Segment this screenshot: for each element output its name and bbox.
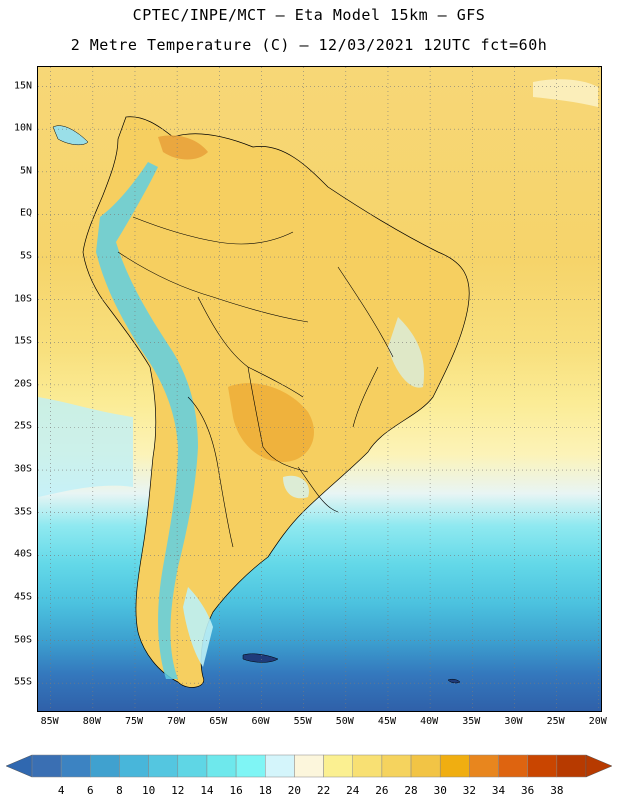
colorbar-tick-label: 22 xyxy=(316,784,331,797)
colorbar-segment xyxy=(556,754,587,778)
cool-sea-band xyxy=(38,397,133,497)
lat-tick-label: 10N xyxy=(13,122,32,134)
colorbar-segment xyxy=(90,754,120,778)
colorbar-segment xyxy=(527,754,558,778)
colorbar-tick-label: 4 xyxy=(57,784,65,797)
colorbar-over-arrow xyxy=(585,754,612,778)
map-subtitle: 2 Metre Temperature (C) – 12/03/2021 12U… xyxy=(70,36,548,54)
lon-tick-label: 55W xyxy=(293,716,312,727)
temperature-colorbar xyxy=(6,754,612,778)
andes-cool-strip xyxy=(96,162,198,679)
map-canvas xyxy=(38,67,601,711)
lat-tick-label: 30S xyxy=(13,463,32,475)
colorbar-segment xyxy=(177,754,208,778)
colorbar-tick-label: 38 xyxy=(550,784,564,797)
lon-tick-label: 70W xyxy=(167,716,186,727)
southern-brazil-cool xyxy=(283,475,309,499)
lon-tick-label: 35W xyxy=(462,716,481,727)
lat-tick-label: 15S xyxy=(13,335,32,347)
colorbar-tick-label: 26 xyxy=(375,784,389,797)
lat-tick-label: 10S xyxy=(13,293,32,305)
colorbar-segment xyxy=(148,754,179,778)
colorbar-segment xyxy=(265,754,295,778)
lat-tick-label: 25S xyxy=(13,420,32,432)
patagonia-mild xyxy=(183,587,213,667)
colorbar-segment xyxy=(235,754,266,778)
colorbar-tick-label: 18 xyxy=(258,784,272,797)
lat-tick-label: 20S xyxy=(13,378,32,390)
lat-tick-label: 40S xyxy=(13,548,32,560)
colorbar-tick-label: 10 xyxy=(142,784,156,797)
lon-tick-label: 25W xyxy=(546,716,565,727)
colorbar-tick-label: 30 xyxy=(433,784,447,797)
lat-tick-label: 45S xyxy=(13,591,32,603)
lon-tick-label: 30W xyxy=(504,716,523,727)
hot-region-north xyxy=(158,135,208,160)
colorbar-segment xyxy=(469,754,499,778)
lon-tick-label: 50W xyxy=(335,716,354,727)
central-america xyxy=(52,125,89,146)
lat-tick-label: EQ xyxy=(19,207,32,219)
colorbar-segment xyxy=(439,754,470,778)
colorbar-tick-label: 12 xyxy=(171,784,185,797)
brazil-highlands xyxy=(388,317,424,388)
colorbar-under-arrow xyxy=(6,754,33,778)
south-georgia xyxy=(447,678,461,684)
colorbar-segment xyxy=(381,754,412,778)
lat-tick-label: 35S xyxy=(13,506,32,518)
colorbar-segment xyxy=(31,754,62,778)
colorbar-segment xyxy=(294,754,324,778)
colorbar-segment xyxy=(60,754,91,778)
colorbar-tick-label: 34 xyxy=(491,784,506,797)
lon-tick-label: 80W xyxy=(82,716,101,727)
country-borders xyxy=(117,216,394,548)
colorbar-segment xyxy=(410,754,441,778)
map-title: CPTEC/INPE/MCT – Eta Model 15km – GFS xyxy=(132,6,486,24)
hot-region-chaco xyxy=(228,383,314,462)
colorbar-tick-label: 16 xyxy=(229,784,243,797)
lat-tick-label: 50S xyxy=(13,634,32,646)
lon-tick-label: 60W xyxy=(251,716,270,727)
colorbar-tick-label: 20 xyxy=(287,784,302,797)
colorbar-tick-label: 36 xyxy=(521,784,535,797)
lon-tick-label: 45W xyxy=(377,716,396,727)
colorbar-tick-label: 14 xyxy=(200,784,214,797)
colorbar-segment xyxy=(323,754,353,778)
lat-tick-label: 55S xyxy=(13,676,32,688)
falkland-islands xyxy=(242,653,279,663)
colorbar-segment xyxy=(119,754,149,778)
colorbar-segment xyxy=(206,754,237,778)
lon-tick-label: 65W xyxy=(209,716,228,727)
colorbar-tick-label: 24 xyxy=(346,784,360,797)
lon-tick-label: 40W xyxy=(420,716,439,727)
lat-tick-label: 15N xyxy=(13,80,32,92)
lon-tick-label: 85W xyxy=(40,716,59,727)
lat-tick-label: 5S xyxy=(19,250,32,262)
lat-tick-label: 5N xyxy=(19,165,32,177)
caribbean-mild xyxy=(533,79,598,107)
temperature-map xyxy=(37,66,602,712)
colorbar-tick-label: 32 xyxy=(462,784,476,797)
colorbar-segment xyxy=(352,754,383,778)
colorbar-tick-label: 6 xyxy=(87,784,94,797)
colorbar-segment xyxy=(498,754,528,778)
colorbar-tick-label: 8 xyxy=(116,784,123,797)
lon-tick-label: 75W xyxy=(124,716,143,727)
lon-tick-label: 20W xyxy=(588,716,607,727)
colorbar-tick-label: 28 xyxy=(404,784,418,797)
